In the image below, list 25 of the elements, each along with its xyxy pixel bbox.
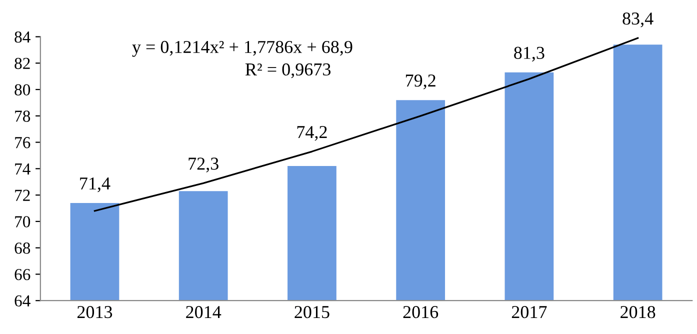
y-tick-label: 80 [14, 84, 30, 96]
annotation: R² = 0,9673 [245, 63, 331, 78]
x-tick-label: 2015 [294, 306, 330, 318]
data-label: 72,3 [188, 158, 218, 172]
data-label: 81,3 [514, 46, 544, 62]
x-tick-label: 2017 [512, 306, 547, 318]
y-tick-label: 76 [15, 137, 30, 148]
x-tick-label: 2018 [620, 306, 656, 318]
y-tick-label: 64 [14, 295, 30, 307]
y-tick-label: 78 [15, 110, 30, 122]
y-tick-label: 74 [15, 163, 30, 174]
data-label: 79,2 [406, 74, 436, 90]
x-tick-label: 2016 [403, 306, 438, 318]
y-tick-label: 72 [15, 190, 30, 201]
data-label: 83,4 [622, 12, 654, 28]
y-tick-label: 70 [15, 216, 30, 228]
y-tick-label: 66 [14, 268, 30, 280]
y-tick-label: 82 [14, 58, 30, 70]
y-tick-label: 68 [14, 242, 30, 254]
x-tick-label: 2014 [186, 306, 222, 318]
annotation: y = 0,1214x² + 1,7786x + 68,9 [132, 40, 352, 57]
data-label: 71,4 [80, 177, 110, 192]
data-label: 74,2 [297, 126, 327, 141]
x-tick-label: 2013 [77, 306, 112, 318]
y-tick-label: 84 [14, 31, 30, 43]
